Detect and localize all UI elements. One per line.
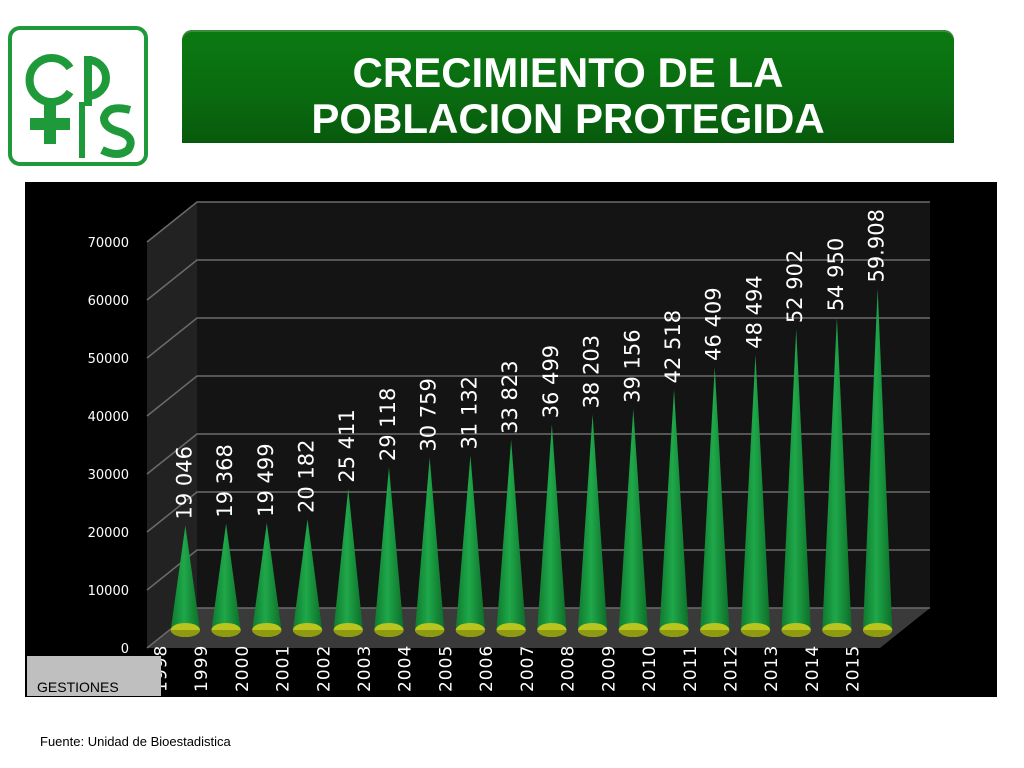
cone-base-shade: [292, 630, 323, 637]
cone-bar: [781, 329, 811, 630]
y-tick-label: 20000: [88, 526, 129, 541]
y-tick-label: 70000: [88, 236, 129, 251]
data-label: 38 203: [580, 335, 604, 408]
cone-bar: [740, 354, 771, 630]
cone-bar: [700, 366, 730, 630]
chart-area: 0 10000 20000 30000 40000 50000 60000 70000 19 0…: [25, 182, 997, 697]
cone-base-shade: [333, 630, 363, 637]
x-tick-label: 2014: [803, 645, 823, 692]
cone-bar: [415, 457, 445, 630]
x-tick-label: 2010: [640, 645, 660, 692]
y-tick-label: 50000: [88, 352, 129, 367]
cone-base-shade: [252, 630, 282, 637]
cps-logo-icon: [8, 26, 148, 166]
data-label: 33 823: [498, 360, 522, 433]
data-label: 59.908: [865, 209, 889, 282]
cone-bar: [862, 288, 893, 630]
cone-bar: [455, 455, 486, 630]
data-label: 46 409: [702, 287, 726, 360]
x-tick-label: 2002: [314, 645, 334, 692]
cone-bar: [577, 414, 608, 630]
cone-base-shade: [822, 630, 852, 637]
x-tick-label: 2013: [762, 645, 782, 692]
cone-base-shade: [659, 630, 689, 637]
y-tick-label: 10000: [88, 584, 129, 599]
cone-base-shade: [211, 630, 241, 637]
y-tick-label: 30000: [88, 468, 129, 483]
cone-bar: [374, 467, 404, 630]
data-label: 19 499: [254, 443, 278, 516]
cps-logo: [8, 26, 148, 166]
data-label: 29 118: [376, 388, 400, 461]
cone-base-shade: [537, 630, 567, 637]
cone-bar: [822, 317, 852, 630]
cone-bar: [170, 525, 201, 630]
x-tick-label: 2005: [436, 645, 456, 692]
cone-base-shade: [374, 630, 404, 637]
cone-bar: [618, 408, 648, 630]
data-label: 54 950: [824, 238, 848, 311]
cone-bar: [252, 522, 282, 630]
x-tick-label: 2008: [559, 645, 579, 692]
data-label: 52 902: [783, 250, 807, 323]
data-label: 48 494: [742, 275, 766, 348]
data-label: 42 518: [661, 310, 685, 383]
title-banner: CRECIMIENTO DE LA POBLACION PROTEGIDA: [182, 30, 954, 143]
data-label: 20 182: [295, 439, 319, 512]
cone-base-shade: [781, 630, 811, 637]
cone-base-shade: [496, 630, 526, 637]
data-label: 19 368: [213, 444, 237, 517]
data-label: 30 759: [417, 378, 441, 451]
gridline: [146, 491, 930, 533]
y-tick-label: 60000: [88, 294, 129, 309]
data-label: 39 156: [620, 329, 644, 402]
cone-base-shade: [740, 630, 771, 637]
x-tick-label: 2007: [518, 645, 538, 692]
cone-base-shade: [618, 630, 648, 637]
gridline: [146, 201, 930, 243]
y-tick-label: 40000: [88, 410, 129, 425]
x-tick-label: 2006: [477, 645, 497, 692]
gridline: [146, 259, 930, 301]
x-tick-label: 1999: [192, 645, 212, 692]
x-tick-label: 2001: [274, 645, 294, 692]
cone-base-shade: [170, 630, 201, 637]
cone-base-shade: [577, 630, 608, 637]
cone-bar: [659, 389, 689, 630]
source-note: Fuente: Unidad de Bioestadistica: [40, 734, 231, 749]
population-chart: 0 10000 20000 30000 40000 50000 60000 70000 19 0…: [88, 201, 930, 692]
x-tick-label: 2011: [681, 645, 701, 692]
data-label: 36 499: [539, 345, 563, 418]
cone-base-shade: [455, 630, 486, 637]
gridline: [146, 433, 930, 475]
cone-base-shade: [862, 630, 893, 637]
back-wall: [197, 202, 930, 608]
gridline: [146, 549, 930, 591]
data-label: 19 046: [172, 446, 196, 519]
gridline: [146, 317, 930, 359]
page-title-line1: CRECIMIENTO DE LA: [352, 49, 784, 96]
x-tick-label: 2012: [721, 645, 741, 692]
data-label: 25 411: [335, 409, 359, 482]
cone-bar: [211, 523, 241, 630]
gridline: [146, 375, 930, 417]
cone-bar: [496, 439, 526, 630]
cone-bar: [333, 488, 363, 630]
x-tick-label: 2000: [233, 645, 253, 692]
x-tick-label: 2009: [599, 645, 619, 692]
x-tick-label: 2015: [844, 645, 864, 692]
cone-base-shade: [415, 630, 445, 637]
x-tick-label: 2003: [355, 645, 375, 692]
x-axis-label: GESTIONES: [27, 656, 161, 696]
cone-bar: [292, 518, 323, 630]
x-tick-label: 2004: [396, 645, 416, 692]
cone-bar: [537, 424, 567, 630]
data-label: 31 132: [457, 376, 481, 449]
page-title-line2: POBLACION PROTEGIDA: [311, 95, 825, 142]
cone-base-shade: [700, 630, 730, 637]
y-tick-label: 0: [121, 642, 129, 657]
